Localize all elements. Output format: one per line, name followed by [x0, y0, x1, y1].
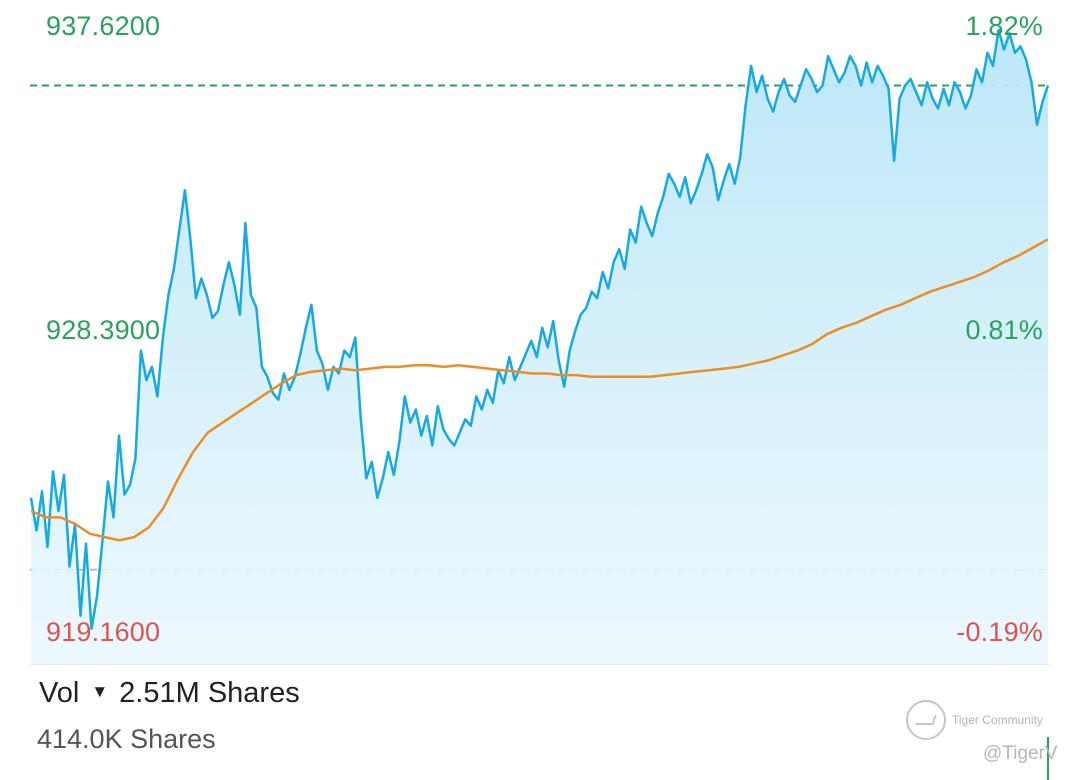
- volume-selector[interactable]: Vol ▼ 2.51M Shares: [39, 677, 300, 710]
- caret-down-icon[interactable]: ▼: [91, 681, 109, 701]
- price-line: [29, 28, 1050, 630]
- average-price-line: [30, 238, 1049, 542]
- volume-bars: [1047, 737, 1049, 780]
- y-axis-mid-percent: 0.81%: [965, 315, 1043, 345]
- y-axis-high-price: 937.6200: [46, 11, 161, 41]
- y-axis-high-percent: 1.82%: [965, 11, 1043, 41]
- volume-panel: [30, 719, 1050, 780]
- volume-label: Vol: [39, 677, 80, 709]
- watermark: Tiger Community: [906, 700, 1043, 740]
- watermark-handle: @TigerV: [983, 743, 1058, 764]
- volume-total: 2.51M Shares: [119, 677, 300, 709]
- y-axis-low-percent: -0.19%: [956, 617, 1043, 647]
- tiger-logo-icon: [906, 700, 946, 740]
- y-axis-mid-price: 928.3900: [46, 315, 161, 345]
- volume-bar: [1047, 737, 1049, 780]
- y-axis-low-price: 919.1600: [46, 617, 161, 647]
- volume-current: 414.0K Shares: [37, 724, 216, 754]
- watermark-brand: Tiger Community: [952, 713, 1043, 727]
